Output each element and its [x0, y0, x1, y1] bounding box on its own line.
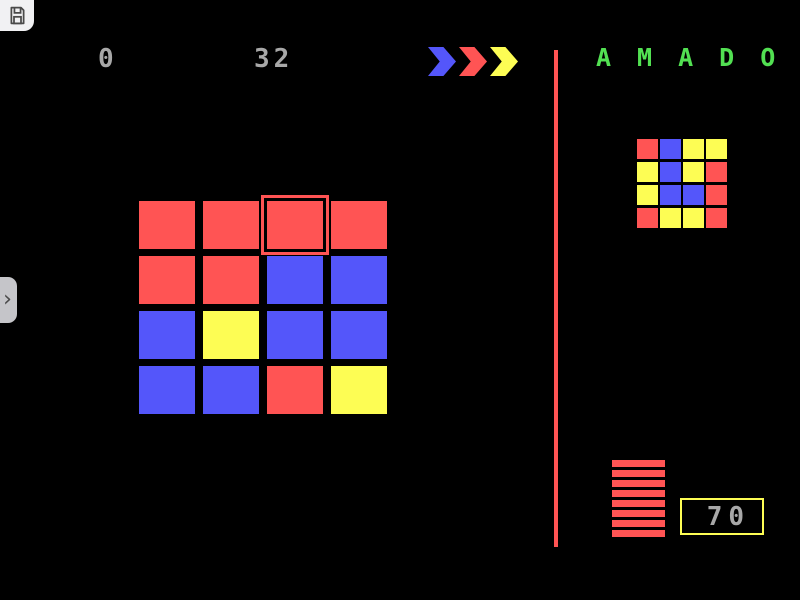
board-cell[interactable] — [203, 311, 259, 359]
goal-cell — [706, 208, 727, 228]
goal-cell — [660, 185, 681, 205]
score-box: 70 — [680, 498, 764, 535]
board-cell[interactable] — [139, 201, 195, 249]
save-button[interactable] — [0, 0, 34, 31]
chevron-right-icon: › — [3, 287, 12, 312]
board-cell[interactable] — [203, 366, 259, 414]
goal-cell — [660, 162, 681, 182]
goal-cell — [683, 139, 704, 159]
goal-cell — [637, 185, 658, 205]
goal-cell — [637, 208, 658, 228]
board-cell[interactable] — [331, 366, 387, 414]
puzzle-board — [139, 195, 387, 414]
goal-cell — [660, 139, 681, 159]
goal-cell — [683, 208, 704, 228]
board-cell[interactable] — [139, 366, 195, 414]
goal-cell — [683, 185, 704, 205]
board-cell[interactable] — [267, 201, 323, 249]
board-cell[interactable] — [139, 311, 195, 359]
chevron-yellow-icon — [490, 47, 518, 76]
board-cell[interactable] — [331, 201, 387, 249]
progress-stripe — [612, 510, 665, 517]
panel-expand-handle[interactable]: › — [0, 277, 17, 323]
goal-cell — [660, 208, 681, 228]
progress-stripe — [612, 520, 665, 527]
progress-stripe — [612, 530, 665, 537]
goal-preview — [637, 139, 727, 228]
progress-stripe — [612, 470, 665, 477]
score-value: 70 — [706, 501, 750, 532]
game-title: AMADO — [596, 43, 800, 72]
board-cell[interactable] — [203, 201, 259, 249]
panel-divider — [554, 50, 558, 547]
progress-stripe — [612, 460, 665, 467]
hud-counter-left: 0 — [98, 44, 118, 74]
goal-cell — [637, 139, 658, 159]
board-cell[interactable] — [267, 311, 323, 359]
goal-cell — [637, 162, 658, 182]
floppy-disk-icon — [7, 5, 28, 26]
board-cell[interactable] — [267, 256, 323, 304]
chevron-blue-icon — [428, 47, 456, 76]
goal-cell — [683, 162, 704, 182]
board-cell[interactable] — [203, 256, 259, 304]
board-cell[interactable] — [267, 366, 323, 414]
goal-cell — [706, 139, 727, 159]
hud-counter-right: 32 — [254, 44, 294, 74]
board-cell[interactable] — [331, 256, 387, 304]
chevron-red-icon — [459, 47, 487, 76]
level-progress-stack — [612, 460, 665, 540]
progress-stripe — [612, 490, 665, 497]
goal-cell — [706, 162, 727, 182]
move-indicators — [428, 47, 518, 76]
goal-cell — [706, 185, 727, 205]
progress-stripe — [612, 480, 665, 487]
progress-stripe — [612, 500, 665, 507]
board-cell[interactable] — [331, 311, 387, 359]
board-cell[interactable] — [139, 256, 195, 304]
